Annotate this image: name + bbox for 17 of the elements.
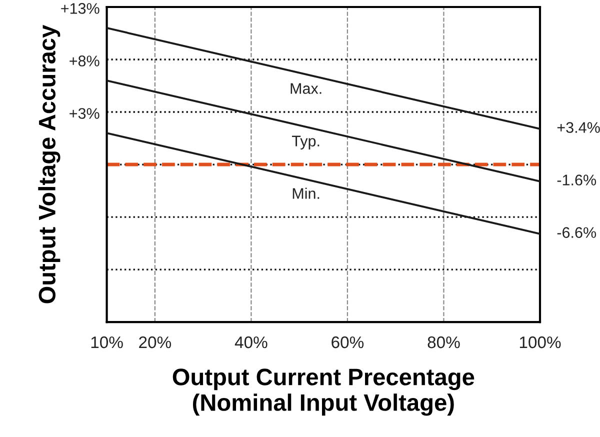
data-label: -6.6%: [557, 227, 596, 238]
series-label: Typ.: [292, 136, 320, 150]
data-label: +3%: [70, 108, 100, 119]
x-axis-title: Output Current Precentage (Nominal Input Voltage): [172, 368, 474, 416]
x-tick-label: 100%: [520, 336, 561, 348]
x-tick-label: 60%: [332, 336, 364, 348]
data-label: +3.4%: [557, 122, 600, 133]
series-label: Min.: [292, 188, 320, 199]
x-tick-label: 80%: [428, 336, 460, 348]
x-tick-label: 20%: [139, 336, 172, 348]
x-tick-label: 40%: [234, 336, 268, 348]
data-label: -1.6%: [557, 174, 596, 186]
series-label: Max.: [290, 83, 322, 94]
data-label: +8%: [70, 56, 100, 66]
x-tick-label: 10%: [91, 336, 123, 348]
data-label: +13%: [61, 3, 100, 14]
y-axis-title: Output Voltage Accuracy: [38, 24, 60, 304]
